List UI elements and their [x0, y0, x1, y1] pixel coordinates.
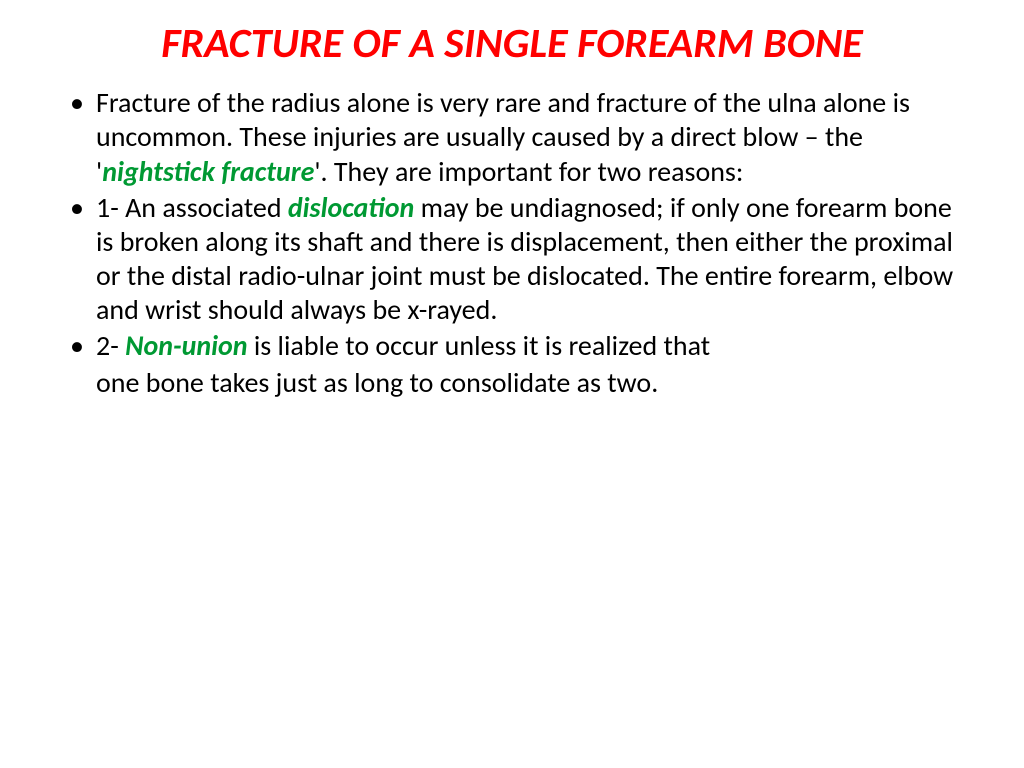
body-text: 1- An associated	[96, 190, 288, 225]
bullet-item: Fracture of the radius alone is very rar…	[60, 86, 964, 188]
body-text: 2-	[96, 328, 125, 363]
keyword-text: dislocation	[288, 190, 414, 225]
bullet-item: 2- Non-union is liable to occur unless i…	[60, 329, 964, 363]
body-text: is liable to occur unless it is realized…	[248, 328, 711, 363]
keyword-text: nightstick fracture	[102, 154, 314, 189]
keyword-text: Non-union	[125, 328, 247, 363]
bullet-item: 1- An associated dislocation may be undi…	[60, 191, 964, 328]
body-text: one bone takes just as long to consolida…	[96, 365, 658, 400]
body-text: '. They are important for two reasons:	[314, 154, 743, 189]
bullet-list: Fracture of the radius alone is very rar…	[60, 86, 964, 363]
slide-title: FRACTURE OF A SINGLE FOREARM BONE	[60, 20, 964, 68]
continuation-line: one bone takes just as long to consolida…	[60, 366, 964, 400]
